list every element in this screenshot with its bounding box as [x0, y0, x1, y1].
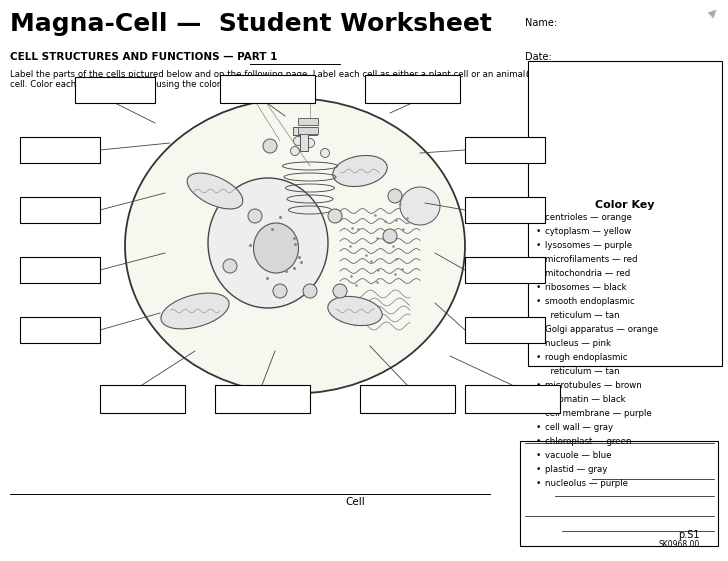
Text: reticulum — tan: reticulum — tan	[545, 311, 620, 320]
Ellipse shape	[293, 136, 303, 145]
Bar	[20, 257, 100, 283]
Ellipse shape	[253, 223, 298, 273]
Text: •: •	[536, 395, 542, 404]
Bar	[100, 385, 185, 413]
Text: cytoplasm — yellow: cytoplasm — yellow	[545, 227, 631, 236]
Bar	[300, 127, 308, 151]
Text: smooth endoplasmic: smooth endoplasmic	[545, 297, 635, 306]
Ellipse shape	[290, 146, 299, 155]
Text: microtubules — brown: microtubules — brown	[545, 381, 642, 390]
Text: •: •	[536, 479, 542, 488]
Ellipse shape	[333, 284, 347, 298]
Text: vacuole — blue: vacuole — blue	[545, 451, 612, 460]
Text: Class/Period:: Class/Period:	[525, 70, 587, 80]
Text: Name:: Name:	[525, 18, 557, 28]
Text: Magna-Cell —  Student Worksheet: Magna-Cell — Student Worksheet	[10, 12, 492, 36]
Bar	[298, 118, 318, 125]
Text: chloroplast — green: chloroplast — green	[545, 437, 631, 446]
Ellipse shape	[161, 293, 229, 329]
Bar	[293, 127, 317, 135]
Text: •: •	[536, 423, 542, 432]
Bar	[365, 75, 460, 103]
Text: •: •	[536, 451, 542, 460]
Bar	[465, 385, 560, 413]
Ellipse shape	[388, 189, 402, 203]
Bar	[465, 137, 545, 163]
Ellipse shape	[303, 284, 317, 298]
Ellipse shape	[383, 229, 397, 243]
Bar	[220, 75, 315, 103]
Text: nucleus — pink: nucleus — pink	[545, 339, 611, 348]
Text: •: •	[536, 297, 542, 306]
Text: •: •	[536, 213, 542, 222]
Ellipse shape	[328, 296, 382, 325]
Ellipse shape	[248, 209, 262, 223]
Bar	[20, 137, 100, 163]
Ellipse shape	[187, 173, 243, 209]
Text: Date:: Date:	[525, 52, 552, 62]
Ellipse shape	[208, 178, 328, 308]
Text: chromatin — black: chromatin — black	[545, 395, 625, 404]
Ellipse shape	[273, 284, 287, 298]
Text: reticulum — tan: reticulum — tan	[545, 367, 620, 376]
Bar	[528, 61, 722, 366]
Text: SK0968.00: SK0968.00	[659, 540, 700, 549]
Bar	[75, 77, 155, 103]
Text: ▲: ▲	[707, 5, 720, 18]
Text: cell wall — gray: cell wall — gray	[545, 423, 613, 432]
Bar	[465, 257, 545, 283]
Text: Golgi apparatus — orange: Golgi apparatus — orange	[545, 325, 658, 334]
Ellipse shape	[328, 209, 342, 223]
Ellipse shape	[320, 149, 330, 158]
Text: Cell: Cell	[345, 497, 365, 507]
Bar	[520, 441, 718, 546]
Text: p.S1: p.S1	[678, 530, 700, 540]
Bar	[215, 385, 310, 413]
Text: •: •	[536, 381, 542, 390]
Bar	[298, 127, 318, 134]
Text: •: •	[536, 353, 542, 362]
Ellipse shape	[333, 155, 387, 186]
Bar	[465, 317, 545, 343]
Text: microfilaments — red: microfilaments — red	[545, 255, 638, 264]
Text: •: •	[536, 409, 542, 418]
Ellipse shape	[263, 139, 277, 153]
Ellipse shape	[306, 139, 314, 148]
Text: •: •	[536, 255, 542, 264]
Bar	[465, 197, 545, 223]
Text: centrioles — orange: centrioles — orange	[545, 213, 632, 222]
Bar	[20, 197, 100, 223]
Text: nucleolus — purple: nucleolus — purple	[545, 479, 628, 488]
Text: lysosomes — purple: lysosomes — purple	[545, 241, 632, 250]
Text: Color Key: Color Key	[596, 200, 654, 210]
Ellipse shape	[125, 99, 465, 393]
Bar	[360, 385, 455, 413]
Text: •: •	[536, 465, 542, 474]
Text: •: •	[536, 269, 542, 278]
Text: CELL STRUCTURES AND FUNCTIONS — PART 1: CELL STRUCTURES AND FUNCTIONS — PART 1	[10, 52, 277, 62]
Text: ribosomes — black: ribosomes — black	[545, 283, 627, 292]
Text: •: •	[536, 283, 542, 292]
Text: •: •	[536, 325, 542, 334]
Text: Label the parts of the cells pictured below and on the following page. Label eac: Label the parts of the cells pictured be…	[10, 70, 525, 89]
Text: •: •	[536, 437, 542, 446]
Text: mitochondria — red: mitochondria — red	[545, 269, 630, 278]
Text: rough endoplasmic: rough endoplasmic	[545, 353, 628, 362]
Text: cell membrane — purple: cell membrane — purple	[545, 409, 652, 418]
Text: •: •	[536, 227, 542, 236]
Text: •: •	[536, 339, 542, 348]
Ellipse shape	[223, 259, 237, 273]
Ellipse shape	[400, 187, 440, 225]
Bar	[20, 317, 100, 343]
Text: plastid — gray: plastid — gray	[545, 465, 607, 474]
Text: •: •	[536, 241, 542, 250]
